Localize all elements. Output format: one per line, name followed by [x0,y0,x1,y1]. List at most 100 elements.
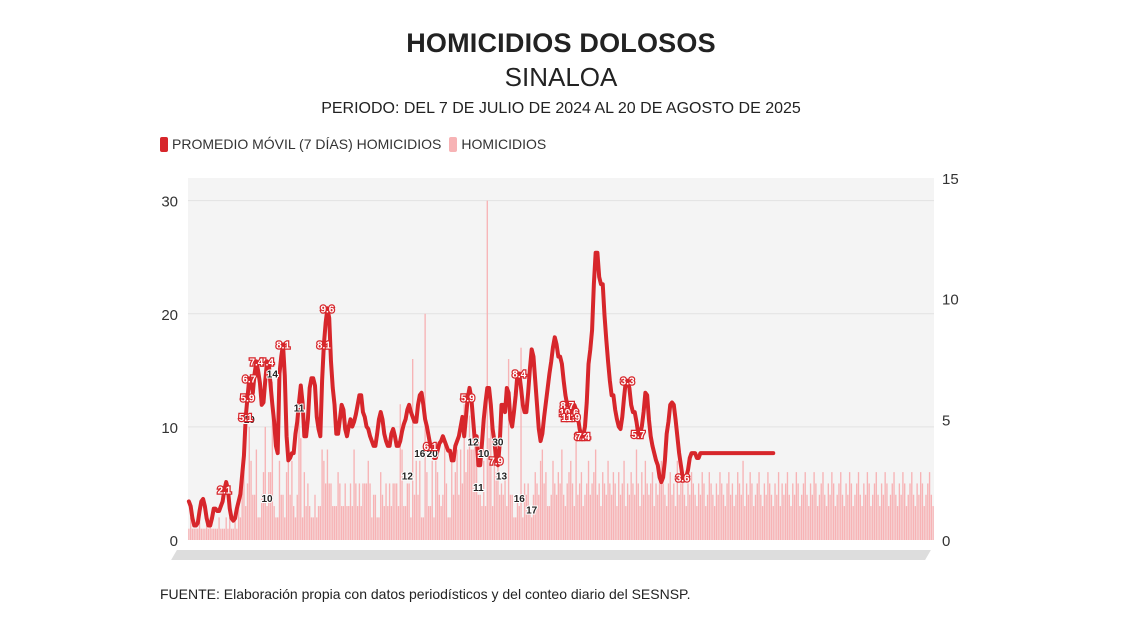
bar [408,483,410,540]
bar [525,494,528,540]
bar [927,483,929,540]
bar [239,517,242,540]
bar [497,449,499,540]
bar [788,494,790,540]
bar [220,528,222,540]
grid-lines [188,200,934,428]
bar [891,483,893,540]
bar [847,494,849,540]
bar [333,506,336,540]
bar [710,483,712,540]
bar [742,460,744,540]
bar [758,472,760,540]
bar [900,494,902,540]
bar [241,472,243,540]
bar [475,449,478,540]
moving-avg-data-label: 5.1 [239,413,253,424]
bar [857,472,860,540]
bar [781,483,783,540]
legend-item-moving-avg[interactable]: PROMEDIO MÓVIL (7 DÍAS) HOMICIDIOS [160,136,441,152]
bar [683,494,686,540]
bar [754,494,757,540]
bar [635,449,638,540]
bar [729,494,732,540]
bar [753,506,755,540]
bar [751,483,753,540]
bar [198,517,201,540]
bar [346,506,348,540]
bar [834,506,837,540]
daily-data-label: 17 [526,505,538,516]
y-right-tick-label: 0 [942,533,950,550]
bar [221,528,224,540]
daily-data-label: 10 [244,415,256,426]
bar [317,506,320,540]
bar [539,460,542,540]
bar [259,517,261,540]
bar [443,438,446,540]
moving-average-line [186,250,776,528]
bar [904,483,906,540]
bar [486,200,488,540]
bar [562,494,565,540]
bar [399,404,401,540]
legend-item-daily[interactable]: HOMICIDIOS [449,136,546,152]
bar [715,483,718,540]
bar [394,483,396,540]
bar [277,517,279,540]
bar [376,517,378,540]
y-axis-left: 0 10 20 30 [161,194,178,550]
bar [898,483,901,540]
bar [607,460,609,540]
bar [822,472,824,540]
bar [621,483,623,540]
bar [706,494,709,540]
bar [889,494,892,540]
bar [495,472,497,540]
bar [676,460,679,540]
bar [650,483,652,540]
bar [914,506,917,540]
bar [763,483,766,540]
bar [735,494,737,540]
bar [600,506,602,540]
legend: PROMEDIO MÓVIL (7 DÍAS) HOMICIDIOS HOMIC… [160,136,554,152]
bar [342,506,345,540]
bar [378,517,380,540]
bar [777,472,780,540]
bar [575,438,577,540]
bar [364,483,366,540]
bar [257,517,259,540]
bar [305,506,307,540]
bar [250,460,252,540]
bar [300,438,302,540]
y-left-tick-label: 30 [161,194,178,211]
bar [669,472,671,540]
bar [410,517,412,540]
bar [770,494,773,540]
bar [545,472,547,540]
bar [905,506,908,540]
chart-title: HOMICIDIOS DOLOSOS [406,28,716,58]
bar [760,494,762,540]
bar [404,506,407,540]
bar [385,483,387,540]
bar [923,506,925,540]
bar [438,494,441,540]
bar [767,472,769,540]
bar [422,517,425,540]
bar [745,483,748,540]
bar [261,494,263,540]
bar [289,494,291,540]
bar [671,494,673,540]
bar [678,494,680,540]
bar [216,528,218,540]
bar [367,460,369,540]
bar [406,483,409,540]
bar [657,494,659,540]
bar [287,460,290,540]
bar [690,472,693,540]
bar [470,449,472,540]
bar [708,472,710,540]
bar [369,483,371,540]
